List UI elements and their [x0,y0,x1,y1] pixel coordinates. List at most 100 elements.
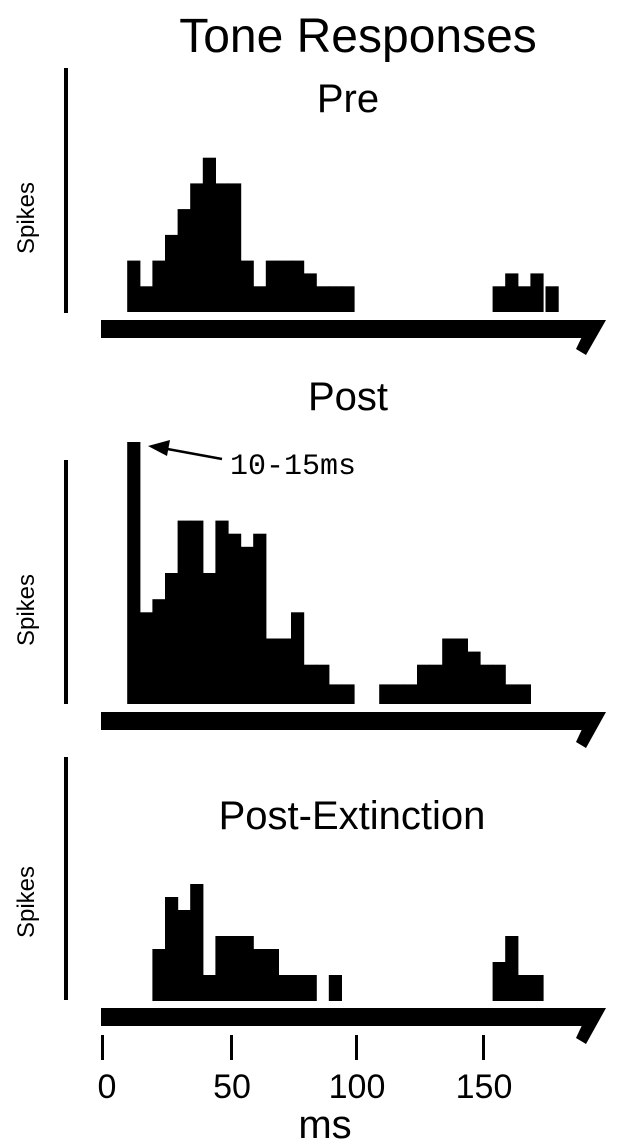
x-tick-label: 150 [456,1068,513,1106]
histogram-bar [253,949,267,1001]
histogram-bar [328,975,342,1001]
histogram-bar [240,260,254,312]
x-tick-mark [482,1035,485,1060]
x-tick-mark [230,1035,233,1060]
x-tick-label: 50 [213,1068,251,1106]
histogram-bar [190,520,204,704]
histogram-bar [341,286,355,312]
histogram-bar [517,684,531,704]
histogram-bar [303,975,317,1001]
y-axis-line [64,757,68,1000]
histogram-bar [190,884,204,1001]
histogram-bar [442,638,456,704]
histogram-bar [517,975,531,1001]
histogram-bar [228,533,242,704]
histogram-bar [391,684,405,704]
x-axis: 0 50 100 150 ms [98,1035,513,1145]
histogram-bar [202,573,216,704]
x-tick-label: 0 [98,1068,117,1106]
histogram-bar [505,273,519,312]
histogram-bar [253,533,267,704]
x-axis-label: ms [298,1103,351,1145]
histogram-bar [328,684,342,704]
histogram-bar [480,664,494,704]
histogram-bar [341,684,355,704]
histogram-bar [505,936,519,1001]
y-axis-line [64,460,68,704]
histogram-bar [278,975,292,1001]
histogram-bar [139,286,153,312]
histogram-bar [291,260,305,312]
panel-title: Pre [317,77,379,121]
histogram-bar [190,183,204,312]
main-title: Tone Responses [179,10,537,63]
y-axis-label: Spikes [13,182,40,254]
histogram-bar [316,286,330,312]
panel-post-extinction: Spikes Post-Extinction [13,757,606,1044]
histogram-bar [165,897,179,1001]
histogram-bar [530,975,544,1001]
histogram-bar [379,684,393,704]
histogram-bar [454,638,468,704]
histogram-bar [467,651,481,704]
histogram-bar [417,664,431,704]
histogram-bar [303,664,317,704]
histogram-bar [165,234,179,312]
histogram-bar [278,260,292,312]
histogram-bar [492,286,506,312]
time-arrow [101,320,606,355]
histogram-bar [291,612,305,704]
histogram-bar [545,286,559,312]
time-arrow [101,1008,606,1044]
histogram-bar [152,949,166,1001]
histogram-bar [328,286,342,312]
histogram-bar [177,209,191,312]
bar-group [127,442,531,704]
histogram-bar [265,260,279,312]
histogram-bar [240,546,254,704]
histogram-bar [215,520,229,704]
panel-post: Spikes Post 10-15ms [13,375,606,748]
histogram-bar [139,612,153,704]
histogram-bar [265,949,279,1001]
histogram-bar [429,664,443,704]
x-tick-mark [355,1035,358,1060]
x-tick-label: 100 [329,1068,386,1106]
histogram-bar [165,573,179,704]
y-axis-label: Spikes [13,866,40,938]
x-tick-mark [101,1035,104,1060]
histogram-bar [316,664,330,704]
histogram-bar [303,273,317,312]
histogram-bar [152,599,166,704]
histogram-bar [202,975,216,1001]
histogram-bar [530,273,544,312]
histogram-bar [152,260,166,312]
histogram-bar [127,442,141,704]
histogram-bar [240,936,254,1001]
histogram-bar [177,520,191,704]
histogram-bar [492,962,506,1001]
time-arrow [101,712,606,748]
histogram-bar [291,975,305,1001]
histogram-bar [127,260,141,312]
histogram-bar [492,664,506,704]
annotation-arrow [148,440,223,461]
histogram-bar [505,684,519,704]
histogram-bar [215,936,229,1001]
panel-pre: Spikes Pre [13,68,606,355]
histogram-bar [404,684,418,704]
histogram-bar [202,157,216,312]
histogram-bar [265,638,279,704]
bar-group [152,884,544,1001]
bar-group [127,157,559,312]
histogram-bar [228,183,242,312]
y-axis-label: Spikes [13,574,40,646]
histogram-bar [253,286,267,312]
latency-annotation: 10-15ms [230,450,356,484]
panel-title: Post-Extinction [219,794,486,838]
histogram-bar [215,183,229,312]
histogram-bar [517,286,531,312]
histogram-bar [177,910,191,1001]
histogram-bar [228,936,242,1001]
